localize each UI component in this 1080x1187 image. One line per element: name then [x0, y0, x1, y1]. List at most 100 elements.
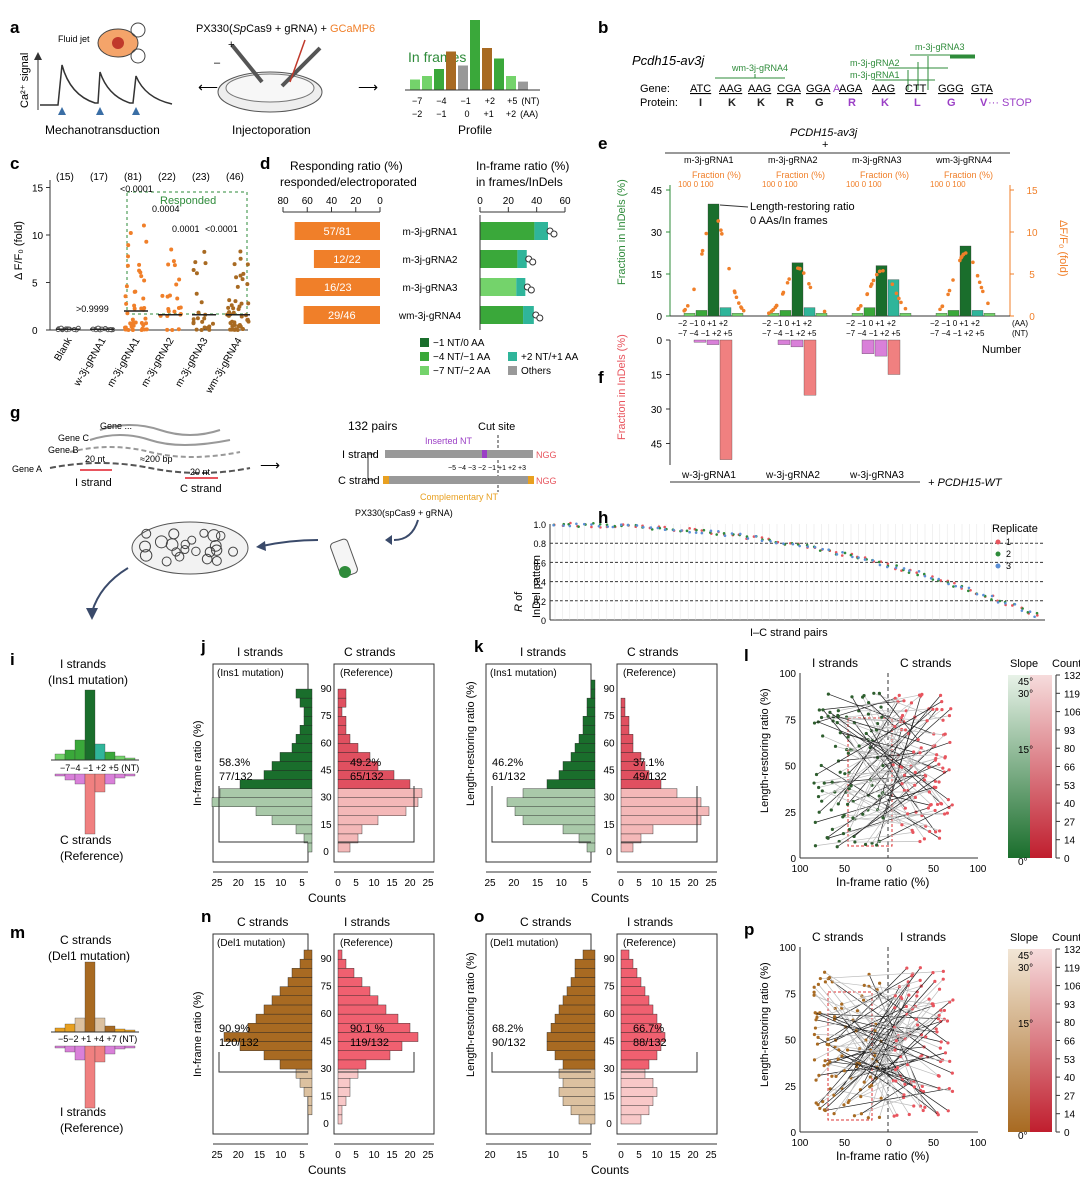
c-strand-comp-mark-1	[383, 476, 389, 484]
left-bar	[574, 968, 596, 978]
right-bar	[620, 968, 638, 978]
right-frame	[333, 933, 435, 1135]
g-i-strand-2: I strand	[342, 449, 379, 461]
left-point	[813, 820, 817, 824]
left-bar	[299, 1078, 313, 1088]
slope-label: Slope	[1010, 932, 1038, 944]
group-label: m-3j-gRNA1	[106, 336, 143, 390]
pair-line	[817, 972, 934, 1105]
right-point	[915, 994, 919, 998]
e-group-name: m-3j-gRNA3	[852, 155, 902, 165]
tick-label: 60	[302, 196, 314, 207]
left-bar	[279, 986, 313, 996]
rep-point	[635, 524, 639, 527]
panel-label-f: f	[598, 368, 604, 387]
dff-point	[946, 292, 950, 297]
pair-line	[818, 758, 936, 797]
right-bar	[337, 995, 379, 1006]
right-bracket	[621, 1052, 698, 1073]
right-bar	[620, 995, 650, 1006]
g-i-strand: I strand	[75, 477, 112, 489]
mechano-label: Mechanotransduction	[45, 123, 160, 137]
left-point	[828, 1060, 832, 1064]
nt-ticks: −7 −4 −1 +2 +5	[930, 329, 985, 338]
xtick-label: 5	[582, 1150, 588, 1161]
left-frac: 77/132	[219, 771, 253, 783]
right-frac: 65/132	[350, 771, 384, 783]
left-point	[828, 710, 832, 714]
angle-label: 30°	[1018, 689, 1033, 700]
count-tick-label: 106	[1064, 708, 1080, 719]
left-point	[830, 827, 834, 832]
left-point	[840, 1002, 844, 1006]
data-point	[142, 278, 147, 283]
e-ylabel-l: Fraction in InDels (%)	[616, 179, 628, 285]
data-point	[200, 319, 205, 324]
data-point	[194, 327, 199, 332]
xtick-label: 25	[211, 1150, 223, 1161]
profile-bar-bottom	[54, 1045, 66, 1049]
pair-line	[876, 694, 923, 731]
data-point	[236, 324, 241, 329]
pair-line	[815, 1009, 942, 1104]
data-point	[236, 307, 241, 312]
rep-point	[902, 567, 906, 570]
n-label: (17)	[90, 172, 108, 183]
rep-point	[857, 556, 860, 559]
xtick-label: 5	[299, 878, 305, 889]
right-point	[947, 1086, 951, 1091]
cell	[210, 544, 223, 556]
pair-line	[849, 702, 912, 830]
ca-trace	[40, 64, 173, 106]
pair-line	[841, 985, 909, 1089]
count-tick-label: 40	[1064, 1073, 1076, 1084]
g-comp-label: Complementary NT	[420, 492, 499, 502]
pair-line	[838, 716, 934, 747]
nt-ticks: −7 −4 −1 +2 +5	[678, 329, 733, 338]
inframe-bar-2	[517, 250, 527, 268]
left-point	[813, 1026, 818, 1030]
cell	[207, 529, 221, 542]
right-bar	[620, 977, 642, 987]
xtick-label: 25	[484, 878, 496, 889]
angle-label: 0°	[1018, 857, 1028, 868]
dff-point	[881, 268, 885, 273]
panel-label-a: a	[10, 18, 20, 37]
left-point	[879, 1096, 883, 1100]
left-point	[878, 981, 882, 985]
data-point	[170, 327, 175, 332]
right-point	[918, 978, 922, 982]
right-point	[939, 801, 943, 805]
angle-label: 45°	[1018, 677, 1033, 688]
right-bar	[337, 824, 363, 835]
xtick-label: 25	[705, 1150, 717, 1161]
left-bar	[255, 1013, 313, 1024]
slope-bar-right	[1030, 949, 1052, 1132]
left-bar	[586, 697, 596, 708]
stim-arrow-icon-3	[132, 107, 140, 115]
dff-point	[951, 278, 955, 282]
left-sub: (Del1 mutation)	[217, 938, 285, 949]
data-point	[124, 284, 129, 289]
xlabel: Counts	[591, 1163, 629, 1177]
f-bar	[777, 339, 791, 345]
left-point	[822, 781, 826, 785]
data-point	[137, 268, 142, 273]
profile-bar-top	[84, 961, 96, 1033]
pair-line	[828, 978, 943, 1061]
left-point	[812, 993, 816, 997]
ytick-label: 75	[603, 982, 615, 993]
left-bar	[307, 1105, 313, 1116]
rep-point	[798, 544, 801, 548]
c-pval-2: 0.0004	[152, 204, 180, 214]
right-point	[942, 812, 947, 816]
xtick-label: 100	[792, 1138, 809, 1149]
left-point	[826, 692, 830, 696]
pair-line	[870, 708, 951, 781]
right-title: I strands	[627, 915, 673, 929]
right-title: C strands	[900, 656, 951, 670]
data-point	[171, 259, 176, 264]
rep-point	[895, 564, 898, 567]
right-point	[943, 732, 947, 736]
profile-bar-bottom	[124, 1045, 136, 1049]
